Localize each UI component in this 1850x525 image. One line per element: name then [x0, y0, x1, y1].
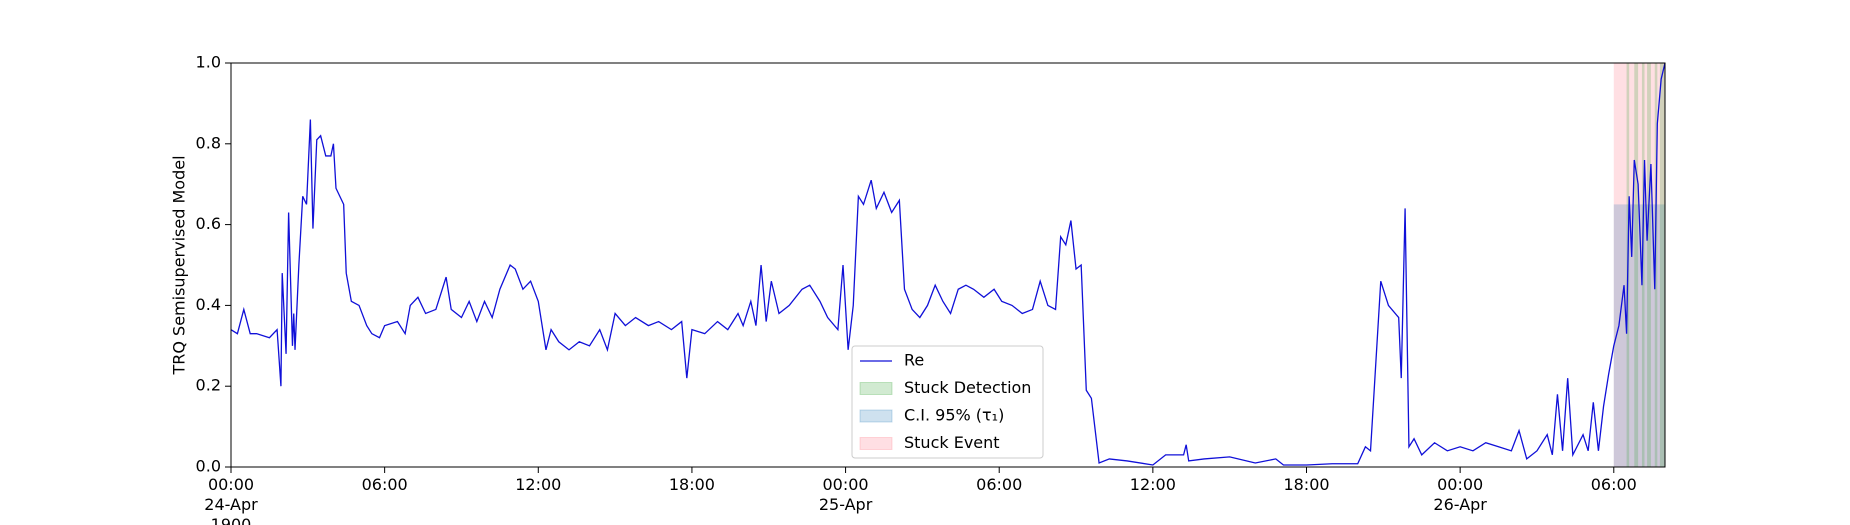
legend-label: Stuck Event	[904, 433, 1000, 452]
legend-label: C.I. 95% (τ₁)	[904, 406, 1004, 425]
x-tick-label: 06:00	[976, 475, 1023, 494]
x-tick-label: 18:00	[1283, 475, 1330, 494]
legend-patch	[859, 437, 893, 450]
x-tick-label: 00:00 24-Apr 1900	[204, 475, 258, 525]
x-tick-label: 18:00	[668, 475, 715, 494]
shaded-span	[1659, 63, 1665, 467]
legend-box	[851, 345, 1044, 459]
x-tick-label: 06:00	[1590, 475, 1637, 494]
y-axis-label: TRQ Semisupervised Model	[170, 155, 189, 375]
shaded-span	[1613, 204, 1665, 467]
shaded-span	[1641, 63, 1645, 467]
legend-label: Re	[904, 351, 924, 370]
x-tick-label: 00:00 26-Apr	[1433, 475, 1487, 514]
plot-frame	[230, 62, 1666, 468]
legend-patch	[859, 409, 893, 423]
y-tick-label: 0.0	[196, 457, 221, 476]
x-tick-label: 06:00	[361, 475, 408, 494]
y-tick-label: 0.4	[196, 295, 221, 314]
y-tick-label: 0.8	[196, 133, 221, 152]
y-tick-label: 1.0	[196, 53, 221, 72]
legend-patch	[859, 382, 893, 395]
y-tick-label: 0.6	[196, 214, 221, 233]
x-tick-label: 12:00	[1129, 475, 1176, 494]
shaded-span	[1647, 63, 1651, 467]
legend-label: Stuck Detection	[904, 378, 1031, 397]
x-tick-label: 12:00	[515, 475, 562, 494]
line-series	[230, 62, 1666, 466]
x-tick-label: 00:00 25-Apr	[818, 475, 873, 514]
y-tick-label: 0.2	[196, 376, 221, 395]
shaded-span	[1634, 63, 1639, 467]
shaded-span	[1613, 63, 1665, 467]
shaded-span	[1654, 63, 1658, 467]
